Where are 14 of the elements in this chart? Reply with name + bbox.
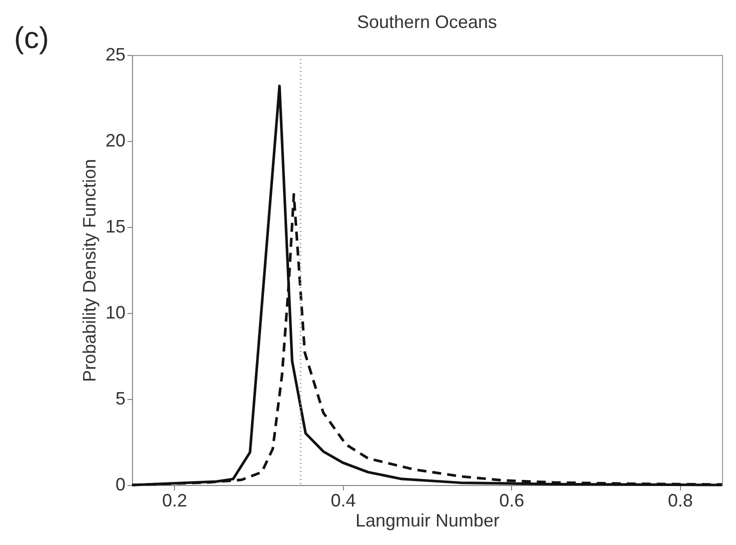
x-tick-label: 0.8 [668, 490, 693, 510]
y-tick-label: 5 [115, 388, 126, 408]
x-tick-label: 0.4 [330, 490, 356, 510]
y-tick-label: 15 [105, 216, 126, 236]
y-tick-label: 25 [105, 44, 126, 64]
x-tick-label: 0.6 [499, 490, 524, 510]
y-tick-label: 10 [105, 302, 126, 322]
x-axis-title: Langmuir Number [355, 510, 500, 530]
chart-title: Southern Oceans [356, 12, 498, 32]
y-tick-label: 20 [105, 130, 126, 150]
text: (c) [14, 22, 49, 56]
x-tick-label: 0.2 [162, 490, 188, 510]
y-tick-label: 0 [115, 474, 126, 494]
y-axis-title: Probability Density Function [79, 158, 100, 382]
